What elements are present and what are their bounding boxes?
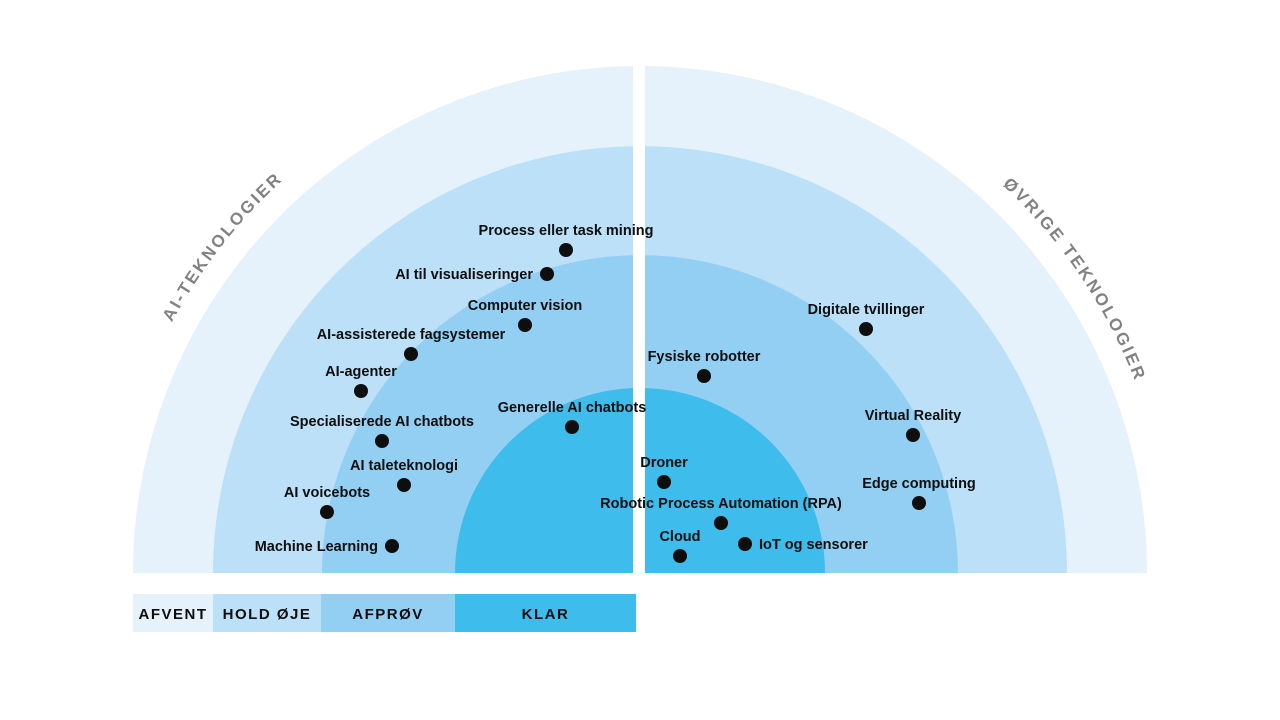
tech-dot-ai-til-visualiseringer (540, 267, 554, 281)
tech-dot-fysiske-robotter (697, 369, 711, 383)
tech-dot-computer-vision (518, 318, 532, 332)
legend-segment-afvent (133, 594, 213, 632)
tech-dot-generelle-ai-chatbots (565, 420, 579, 434)
tech-label-ai-til-visualiseringer: AI til visualiseringer (395, 267, 533, 283)
tech-dot-ai-agenter (354, 384, 368, 398)
legend-segment-afprov (321, 594, 455, 632)
tech-label-machine-learning: Machine Learning (255, 539, 378, 555)
tech-label-ai-assisterede-fagsystemer: AI-assisterede fagsystemer (317, 327, 506, 343)
tech-label-iot-og-sensorer: IoT og sensorer (759, 537, 868, 553)
tech-dot-process-eller-task-mining (559, 243, 573, 257)
tech-label-robotic-process-automation-rpa: Robotic Process Automation (RPA) (600, 496, 842, 512)
tech-dot-edge-computing (912, 496, 926, 510)
tech-label-ai-taleteknologi: AI taleteknologi (350, 458, 458, 474)
tech-label-ai-voicebots: AI voicebots (284, 485, 370, 501)
tech-dot-droner (657, 475, 671, 489)
tech-label-process-eller-task-mining: Process eller task mining (479, 223, 654, 239)
tech-dot-cloud (673, 549, 687, 563)
tech-dot-iot-og-sensorer (738, 537, 752, 551)
tech-label-edge-computing: Edge computing (862, 476, 976, 492)
legend-segment-klar (455, 594, 636, 632)
tech-label-digitale-tvillinger: Digitale tvillinger (808, 302, 925, 318)
tech-label-droner: Droner (640, 455, 688, 471)
tech-dot-digitale-tvillinger (859, 322, 873, 336)
tech-label-fysiske-robotter: Fysiske robotter (648, 349, 761, 365)
legend-label-afvent: AFVENT (139, 606, 208, 623)
legend: AFVENT HOLD ØJE AFPRØV KLAR (133, 594, 636, 632)
tech-dot-machine-learning (385, 539, 399, 553)
tech-label-virtual-reality: Virtual Reality (865, 408, 961, 424)
tech-dot-specialiserede-ai-chatbots (375, 434, 389, 448)
tech-label-generelle-ai-chatbots: Generelle AI chatbots (498, 400, 647, 416)
tech-label-cloud: Cloud (659, 529, 700, 545)
legend-label-hold-oje: HOLD ØJE (223, 606, 312, 623)
tech-dot-robotic-process-automation-rpa (714, 516, 728, 530)
tech-label-ai-agenter: AI-agenter (325, 364, 397, 380)
tech-dot-ai-assisterede-fagsystemer (404, 347, 418, 361)
half-divider (633, 60, 645, 573)
tech-dot-virtual-reality (906, 428, 920, 442)
legend-segment-hold-oje (213, 594, 321, 632)
tech-dot-ai-taleteknologi (397, 478, 411, 492)
tech-dot-ai-voicebots (320, 505, 334, 519)
legend-label-afprov: AFPRØV (352, 606, 424, 623)
legend-label-klar: KLAR (522, 606, 570, 623)
tech-label-computer-vision: Computer vision (468, 298, 582, 314)
tech-label-specialiserede-ai-chatbots: Specialiserede AI chatbots (290, 414, 474, 430)
